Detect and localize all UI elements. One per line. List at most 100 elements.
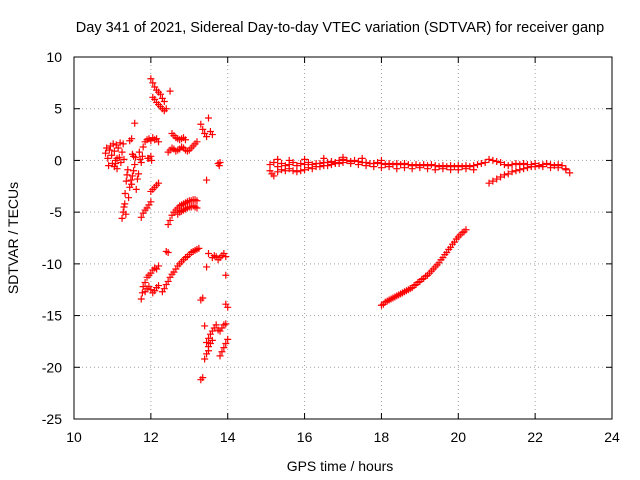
x-tick-label: 20 xyxy=(450,429,466,445)
data-point xyxy=(116,139,124,147)
data-point xyxy=(408,165,416,173)
x-tick-label: 16 xyxy=(297,429,313,445)
data-point xyxy=(449,240,457,248)
data-point xyxy=(224,335,232,343)
data-point xyxy=(543,160,551,168)
data-point xyxy=(550,162,558,170)
data-point xyxy=(516,166,524,174)
data-point xyxy=(362,162,370,170)
x-tick-label: 22 xyxy=(527,429,543,445)
data-point xyxy=(222,320,230,328)
data-point xyxy=(121,190,129,198)
data-point xyxy=(539,163,547,171)
data-point xyxy=(447,166,455,174)
data-point xyxy=(422,272,430,280)
data-point xyxy=(203,176,211,184)
data-point xyxy=(105,162,113,170)
data-point xyxy=(439,165,447,173)
data-point xyxy=(122,210,130,218)
data-point xyxy=(289,167,297,175)
data-point xyxy=(137,295,145,303)
data-point xyxy=(208,336,216,344)
data-point xyxy=(458,163,466,171)
data-point xyxy=(203,338,211,346)
data-point xyxy=(500,171,508,179)
x-tick-label: 14 xyxy=(220,429,236,445)
data-point xyxy=(135,170,143,178)
data-point xyxy=(535,162,543,170)
data-point xyxy=(399,289,407,297)
data-point xyxy=(201,322,209,330)
data-point xyxy=(155,262,163,270)
y-tick-labels: 10 5 0 -5 -10 -15 -20 -25 xyxy=(42,49,62,427)
data-point xyxy=(393,165,401,173)
data-point xyxy=(445,245,453,253)
data-point xyxy=(450,163,458,171)
data-point xyxy=(347,160,355,168)
data-point xyxy=(566,169,574,177)
data-point xyxy=(485,155,493,163)
data-point xyxy=(489,177,497,185)
data-point xyxy=(425,269,433,277)
data-point xyxy=(493,175,501,183)
data-point xyxy=(281,167,289,175)
data-point xyxy=(203,133,211,141)
data-point xyxy=(110,163,118,171)
data-point xyxy=(493,157,501,165)
x-tick-label: 12 xyxy=(143,429,159,445)
data-point xyxy=(414,278,422,286)
data-point xyxy=(327,161,335,169)
data-point xyxy=(124,166,132,174)
data-point xyxy=(508,168,516,176)
data-point xyxy=(108,151,116,159)
data-point xyxy=(387,295,395,303)
y-tick-label: -15 xyxy=(42,308,62,324)
data-point xyxy=(120,203,128,211)
data-point xyxy=(354,161,362,169)
data-point xyxy=(137,158,145,166)
data-point xyxy=(497,173,505,181)
data-point xyxy=(199,374,207,382)
data-point xyxy=(138,152,146,160)
data-point xyxy=(424,165,432,173)
data-point xyxy=(404,161,412,169)
data-point xyxy=(558,162,566,170)
data-point xyxy=(308,165,316,173)
data-point xyxy=(222,300,230,308)
data-point xyxy=(523,164,531,172)
data-point xyxy=(400,164,408,172)
x-tick-label: 18 xyxy=(374,429,390,445)
data-point xyxy=(289,158,297,166)
data-point xyxy=(547,164,555,172)
data-point xyxy=(431,166,439,174)
data-point xyxy=(160,285,168,293)
y-tick-label: -25 xyxy=(42,411,62,427)
data-point xyxy=(155,138,163,146)
data-point xyxy=(220,344,228,352)
data-point xyxy=(293,162,301,170)
data-point xyxy=(320,154,328,162)
data-point xyxy=(512,167,520,175)
data-point xyxy=(181,136,189,144)
data-point xyxy=(301,155,309,163)
data-point xyxy=(208,131,216,139)
y-tick-label: -5 xyxy=(50,204,63,220)
data-point xyxy=(406,285,414,293)
data-point xyxy=(427,161,435,169)
data-point xyxy=(112,160,120,168)
data-point xyxy=(147,198,155,206)
x-tick-labels: 10 12 14 16 18 20 22 24 xyxy=(66,429,620,445)
data-point xyxy=(377,164,385,172)
chart-title: Day 341 of 2021, Sidereal Day-to-day VTE… xyxy=(76,20,604,36)
data-point xyxy=(162,105,170,113)
data-point xyxy=(130,167,138,175)
data-point xyxy=(110,147,118,155)
data-point xyxy=(370,163,378,171)
x-tick-label: 10 xyxy=(66,429,82,445)
data-point xyxy=(470,166,478,174)
data-point xyxy=(397,161,405,169)
axis-ticks xyxy=(73,56,613,420)
data-point xyxy=(104,154,112,162)
data-point xyxy=(113,154,121,162)
data-point xyxy=(297,160,305,168)
